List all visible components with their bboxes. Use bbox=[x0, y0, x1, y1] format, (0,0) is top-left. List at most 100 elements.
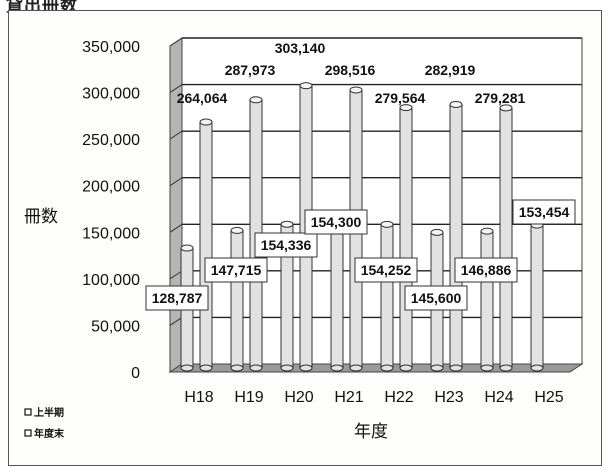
data-label-first-half: 154,252 bbox=[361, 262, 412, 278]
floor bbox=[168, 363, 584, 373]
bar-first-half-top bbox=[280, 220, 294, 228]
y-tick-label: 250,000 bbox=[82, 132, 140, 149]
data-label-first-half-box bbox=[204, 257, 268, 283]
y-tick-label: 300,000 bbox=[82, 86, 140, 103]
data-label-first-half-box bbox=[145, 285, 209, 311]
gridline-side bbox=[169, 177, 183, 187]
bar-first-half bbox=[230, 226, 244, 372]
legend-swatch bbox=[24, 429, 32, 437]
gridline-side bbox=[169, 223, 183, 233]
bar-year-end bbox=[399, 104, 413, 372]
bar-year-end-base bbox=[399, 364, 413, 372]
data-label-year-end: 282,919 bbox=[425, 62, 476, 78]
x-tick-label: H25 bbox=[534, 389, 563, 406]
bar-year-end-top bbox=[399, 104, 413, 112]
bar-first-half-top bbox=[180, 244, 194, 252]
bar-first-half-base bbox=[430, 364, 444, 372]
data-label-first-half: 145,600 bbox=[411, 290, 462, 306]
bar-first-half-top bbox=[430, 228, 444, 236]
y-axis-label: 冊数 bbox=[24, 207, 58, 227]
data-label-first-half: 146,886 bbox=[461, 262, 512, 278]
bar-year-end bbox=[499, 104, 513, 372]
bar-year-end-body bbox=[449, 103, 463, 369]
bar-first-half-top bbox=[380, 220, 394, 228]
data-label-first-half: 153,454 bbox=[519, 204, 570, 220]
data-label-first-half-box bbox=[454, 257, 518, 283]
data-label-year-end: 264,064 bbox=[177, 90, 228, 106]
bar-year-end-top bbox=[449, 100, 463, 108]
bar-year-end-top bbox=[349, 86, 363, 94]
data-label-year-end: 303,140 bbox=[275, 40, 326, 56]
bar-year-end-body bbox=[199, 121, 213, 369]
bar-first-half bbox=[380, 220, 394, 372]
x-tick-label: H20 bbox=[284, 389, 313, 406]
x-tick-label: H21 bbox=[334, 389, 363, 406]
bar-year-end-top bbox=[499, 104, 513, 112]
bar-year-end-base bbox=[299, 364, 313, 372]
bar-first-half-base bbox=[230, 364, 244, 372]
x-tick-label: H23 bbox=[434, 389, 463, 406]
bar-year-end bbox=[449, 100, 463, 372]
bar-first-half-body bbox=[530, 224, 544, 369]
y-tick-label: 0 bbox=[131, 365, 140, 382]
bar-year-end-base bbox=[349, 364, 363, 372]
data-label-year-end: 279,564 bbox=[375, 90, 426, 106]
y-tick-label: 200,000 bbox=[82, 179, 140, 196]
legend-label: 上半期 bbox=[34, 406, 64, 419]
bar-first-half bbox=[330, 220, 344, 372]
x-tick-label: H24 bbox=[484, 389, 513, 406]
bar-year-end bbox=[199, 118, 213, 372]
y-tick-label: 350,000 bbox=[82, 39, 140, 56]
y-tick-label: 50,000 bbox=[91, 318, 140, 335]
x-axis-label: 年度 bbox=[354, 422, 388, 442]
bar-first-half-body bbox=[330, 223, 344, 369]
bar-first-half-base bbox=[530, 364, 544, 372]
bar-first-half-body bbox=[230, 229, 244, 369]
bar-year-end-top bbox=[299, 82, 313, 90]
bar-first-half-top bbox=[230, 226, 244, 234]
data-label-first-half-box bbox=[404, 285, 468, 311]
bar-year-end-base bbox=[199, 364, 213, 372]
bar-first-half bbox=[480, 227, 494, 372]
bar-year-end-body bbox=[499, 107, 513, 369]
gridline-side bbox=[169, 84, 183, 93]
bar-first-half-base bbox=[380, 364, 394, 372]
y-tick-label: 150,000 bbox=[82, 225, 140, 242]
bar-year-end-base bbox=[499, 364, 513, 372]
data-label-first-half: 147,715 bbox=[211, 262, 262, 278]
data-label-first-half: 154,300 bbox=[311, 214, 362, 230]
legend-label: 年度末 bbox=[34, 427, 65, 440]
bar-year-end-top bbox=[249, 96, 263, 104]
bar-first-half-base bbox=[280, 364, 294, 372]
bar-first-half-base bbox=[480, 364, 494, 372]
data-label-first-half-box bbox=[304, 209, 368, 235]
bar-first-half-base bbox=[180, 364, 194, 372]
data-label-first-half-box bbox=[254, 232, 318, 258]
gridline-side bbox=[169, 130, 183, 140]
data-label-first-half-box bbox=[354, 257, 418, 283]
bar-first-half-body bbox=[480, 230, 494, 369]
data-label-year-end: 298,516 bbox=[325, 62, 376, 78]
data-label-year-end: 279,281 bbox=[475, 90, 526, 106]
data-label-first-half: 128,787 bbox=[152, 290, 203, 306]
bar-year-end-base bbox=[249, 364, 263, 372]
legend-swatch bbox=[24, 408, 32, 416]
bar-year-end-top bbox=[199, 118, 213, 126]
bar-first-half-top bbox=[480, 227, 494, 235]
data-label-first-half-box bbox=[512, 199, 576, 225]
bar-first-half-base bbox=[330, 364, 344, 372]
x-tick-label: H18 bbox=[184, 389, 213, 406]
x-tick-label: H22 bbox=[384, 389, 413, 406]
gridline-side bbox=[169, 270, 183, 280]
bar-first-half bbox=[530, 221, 544, 372]
bar-first-half bbox=[280, 220, 294, 372]
bar-first-half-body bbox=[380, 223, 394, 369]
data-label-year-end: 287,973 bbox=[225, 62, 276, 78]
y-tick-label: 100,000 bbox=[82, 272, 140, 289]
gridline-side bbox=[169, 317, 183, 326]
bar-year-end-body bbox=[399, 107, 413, 369]
data-label-first-half: 154,336 bbox=[261, 237, 312, 253]
gridline-side bbox=[169, 37, 183, 47]
x-tick-label: H19 bbox=[234, 389, 263, 406]
